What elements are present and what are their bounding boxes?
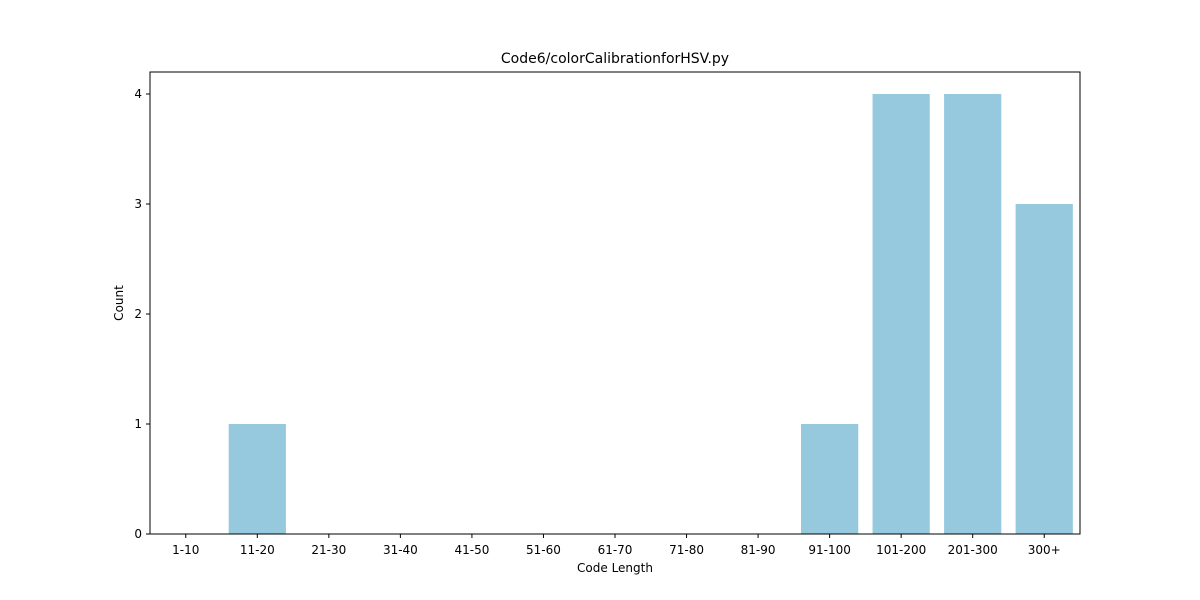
y-tick-label-3: 3 (134, 197, 142, 211)
x-tick-label-101-200: 101-200 (876, 543, 926, 557)
bar-11-20 (228, 424, 286, 534)
bar-300 (1015, 204, 1073, 534)
x-tick-label-21-30: 21-30 (311, 543, 346, 557)
x-tick-label-91-100: 91-100 (808, 543, 851, 557)
bar-101-200 (872, 94, 930, 534)
x-axis-label: Code Length (577, 561, 653, 575)
y-axis-label: Count (112, 285, 126, 321)
x-tick-label-201-300: 201-300 (948, 543, 998, 557)
x-tick-label-71-80: 71-80 (669, 543, 704, 557)
chart-title: Code6/colorCalibrationforHSV.py (501, 51, 729, 67)
x-axis-ticks: 1-10 11-20 21-30 31-40 41-50 51-60 61-70 71-80 8… (172, 534, 1061, 557)
x-tick-label-61-70: 61-70 (598, 543, 633, 557)
bar-91-100 (801, 424, 859, 534)
x-tick-label-1-10: 1-10 (172, 543, 199, 557)
bars-group (228, 94, 1073, 534)
x-tick-label-300: 300+ (1028, 543, 1061, 557)
bar-201-300 (944, 94, 1002, 534)
x-tick-label-31-40: 31-40 (383, 543, 418, 557)
y-tick-label-0: 0 (134, 527, 142, 541)
x-tick-label-81-90: 81-90 (741, 543, 776, 557)
y-tick-label-2: 2 (134, 307, 142, 321)
y-tick-label-4: 4 (134, 87, 142, 101)
plot-frame (149, 71, 1081, 535)
x-tick-label-51-60: 51-60 (526, 543, 561, 557)
y-tick-label-1: 1 (134, 417, 142, 431)
x-tick-label-41-50: 41-50 (454, 543, 489, 557)
y-axis-ticks: 0 1 2 3 4 (134, 87, 150, 541)
x-tick-label-11-20: 11-20 (240, 543, 275, 557)
